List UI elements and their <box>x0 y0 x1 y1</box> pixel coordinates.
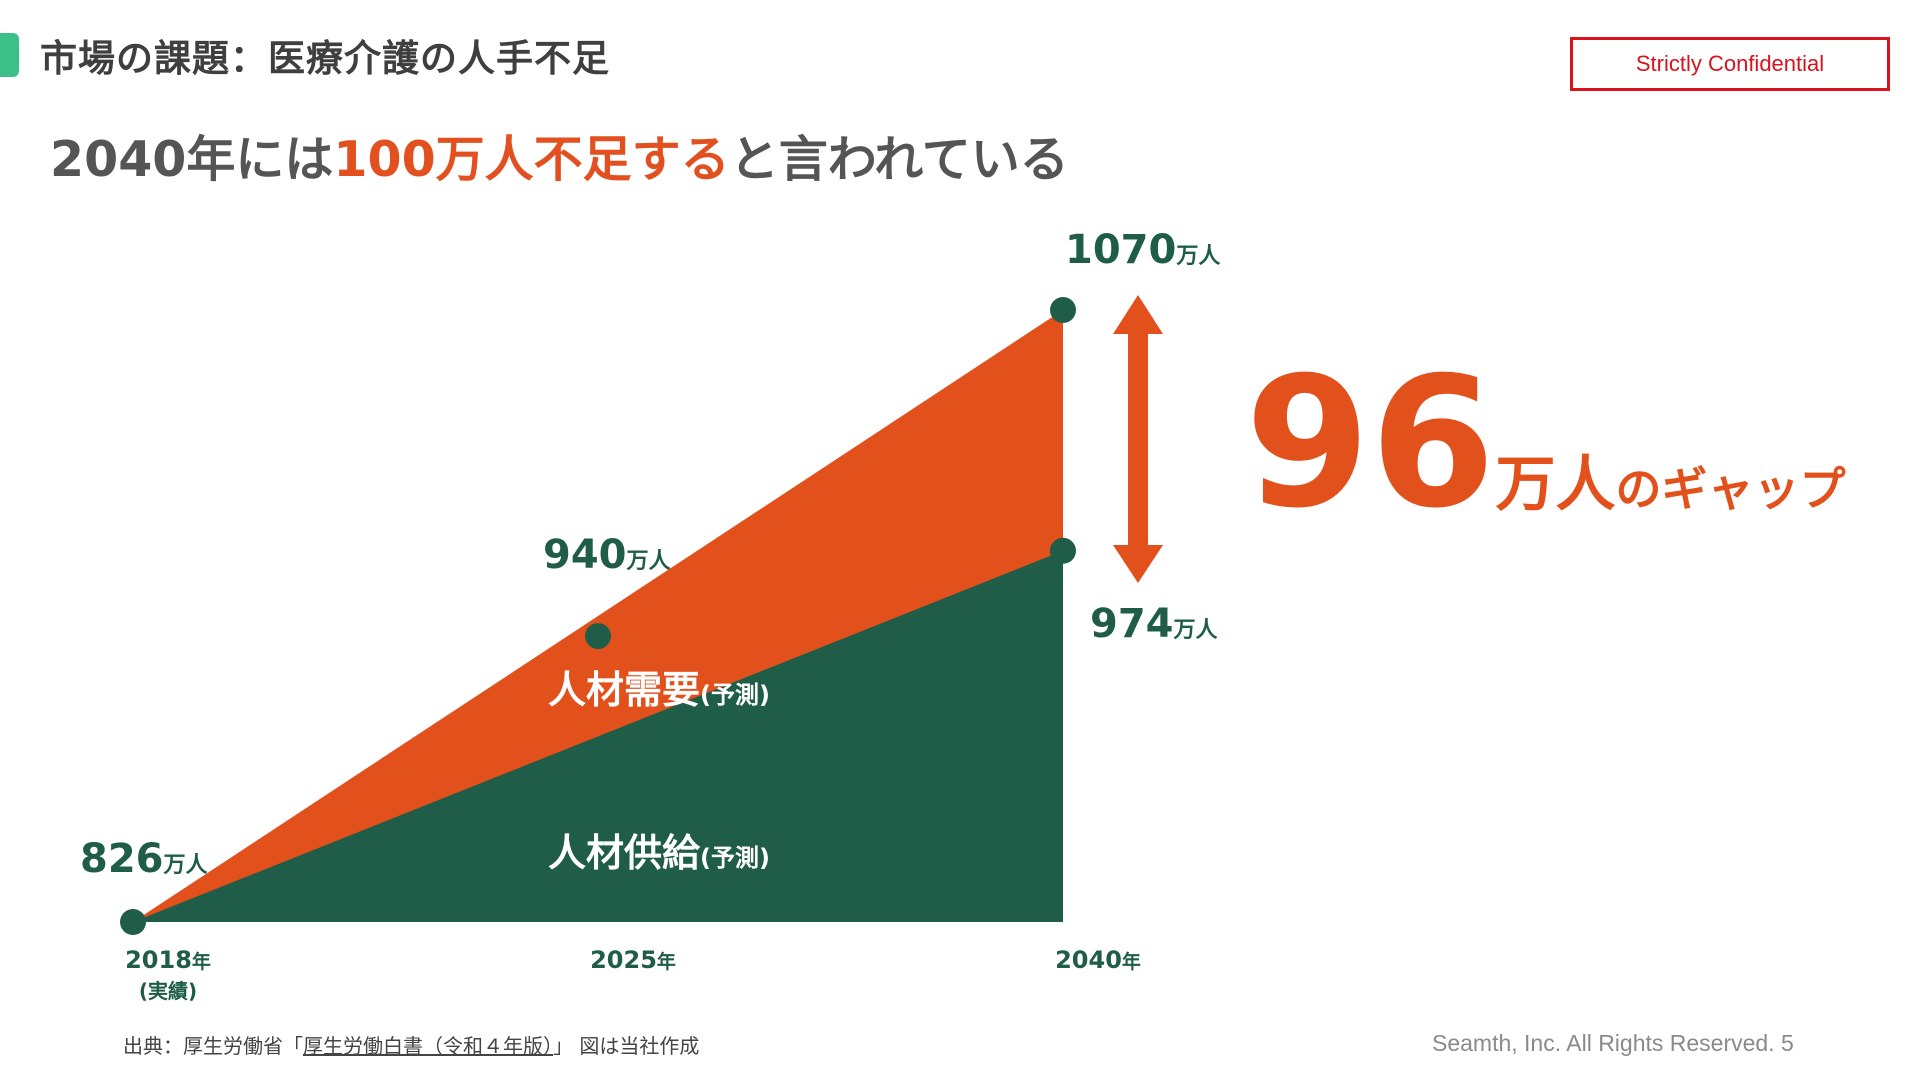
source-link[interactable]: 厚生労働白書（令和４年版） <box>303 1034 553 1058</box>
headline-highlight: 100万人不足する <box>333 131 730 188</box>
section-title: 市場の課題：医療介護の人手不足 <box>40 37 610 80</box>
label-974: 974万人 <box>1090 601 1218 647</box>
x-tick-2025: 2025年 <box>590 946 676 974</box>
point-demand-2040 <box>1050 297 1076 323</box>
source-prefix: 出典：厚生労働省「 <box>123 1034 303 1058</box>
series-label-supply: 人材供給(予測) <box>548 831 770 875</box>
label-940: 940万人 <box>543 532 671 578</box>
x-tick-2018: 2018年 <box>125 946 211 974</box>
footer-source: 出典：厚生労働省「厚生労働白書（令和４年版）」 図は当社作成 <box>123 1030 699 1059</box>
headline-suffix: と言われている <box>729 131 1069 188</box>
x-tick-2040: 2040年 <box>1055 946 1141 974</box>
headline: 2040年には100万人不足すると言われている <box>50 120 1069 191</box>
x-sublabel-2018: (実績) <box>139 979 197 1003</box>
source-suffix: 」 図は当社作成 <box>553 1034 700 1058</box>
label-1070: 1070万人 <box>1065 227 1220 273</box>
series-label-demand: 人材需要(予測) <box>548 668 770 712</box>
label-826: 826万人 <box>80 836 208 882</box>
footer-copyright: Seamth, Inc. All Rights Reserved. 5 <box>1432 1030 1794 1056</box>
point-demand-2025 <box>585 623 611 650</box>
point-2018 <box>120 909 146 935</box>
confidential-badge: Strictly Confidential <box>1570 37 1890 91</box>
point-supply-2040 <box>1050 537 1076 564</box>
supply-area <box>133 550 1063 922</box>
headline-prefix: 2040年には <box>50 131 334 188</box>
gap-label: 96万人のギャップ <box>1245 339 1846 548</box>
gap-arrow <box>1113 295 1163 583</box>
title-accent-bar <box>0 33 19 77</box>
